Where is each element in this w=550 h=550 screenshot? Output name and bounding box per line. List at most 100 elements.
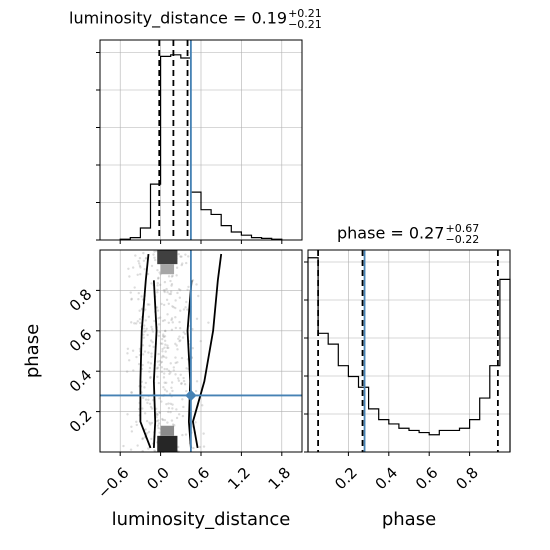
- scatter-point: [127, 267, 130, 270]
- scatter-point: [156, 268, 159, 272]
- scatter-point: [161, 417, 164, 421]
- scatter-point: [141, 344, 145, 347]
- scatter-point: [182, 308, 186, 311]
- scatter-point: [185, 389, 188, 393]
- scatter-point: [178, 320, 181, 324]
- scatter-point: [194, 421, 197, 424]
- scatter-point: [167, 369, 171, 373]
- scatter-point: [161, 350, 164, 353]
- scatter-point: [147, 398, 150, 402]
- scatter-point: [157, 352, 160, 356]
- scatter-point: [170, 419, 174, 422]
- scatter-point: [150, 282, 153, 285]
- scatter-point: [166, 291, 169, 294]
- density-block: [157, 250, 178, 265]
- scatter-point: [122, 444, 125, 448]
- scatter-point: [182, 331, 185, 334]
- scatter-point: [165, 381, 168, 385]
- scatter-point: [178, 339, 181, 343]
- scatter-point: [170, 275, 174, 278]
- scatter-point: [157, 381, 161, 385]
- scatter-point: [138, 321, 142, 325]
- scatter-point: [170, 386, 173, 389]
- scatter-point: [132, 369, 135, 372]
- scatter-point: [185, 367, 188, 370]
- scatter-point: [141, 437, 145, 440]
- scatter-point: [148, 344, 151, 347]
- scatter-point: [126, 347, 130, 350]
- scatter-point: [144, 308, 147, 311]
- scatter-point: [133, 322, 136, 325]
- scatter-point: [170, 381, 174, 384]
- scatter-points: [122, 249, 210, 454]
- scatter-point: [158, 411, 162, 415]
- scatter-point: [139, 273, 142, 276]
- scatter-point: [128, 275, 131, 278]
- scatter-point: [166, 421, 169, 424]
- scatter-point: [145, 256, 148, 260]
- scatter-point: [153, 250, 156, 253]
- scatter-point: [168, 292, 171, 296]
- scatter-point: [147, 447, 150, 450]
- scatter-point: [146, 401, 149, 405]
- scatter-point: [136, 444, 139, 447]
- scatter-point: [166, 313, 169, 316]
- scatter-point: [167, 402, 170, 405]
- scatter-point: [155, 306, 159, 309]
- scatter-point: [169, 292, 173, 296]
- scatter-point: [195, 283, 198, 286]
- panel-phase-hist: [304, 249, 511, 456]
- scatter-point: [185, 261, 188, 265]
- scatter-point: [183, 332, 187, 336]
- scatter-point: [171, 305, 174, 308]
- scatter-point: [169, 290, 173, 293]
- scatter-point: [162, 355, 166, 358]
- scatter-point: [180, 382, 183, 386]
- scatter-point: [162, 289, 166, 292]
- scatter-point: [159, 342, 163, 345]
- panel-dist-hist: [96, 39, 303, 244]
- scatter-point: [182, 405, 185, 409]
- scatter-point: [163, 289, 166, 292]
- scatter-point: [180, 263, 183, 267]
- scatter-point: [199, 339, 202, 343]
- scatter-point: [144, 428, 147, 431]
- scatter-point: [177, 288, 181, 291]
- scatter-point: [148, 366, 152, 370]
- scatter-point: [150, 355, 153, 358]
- scatter-point: [169, 362, 172, 365]
- scatter-point: [143, 350, 147, 353]
- scatter-point: [149, 375, 152, 379]
- scatter-point: [142, 259, 146, 262]
- scatter-point: [151, 341, 154, 344]
- scatter-point: [165, 298, 169, 302]
- y-tick-label-phase: 0.4: [66, 366, 96, 396]
- scatter-point: [192, 446, 195, 450]
- scatter-point: [169, 402, 172, 405]
- scatter-point: [167, 407, 171, 410]
- scatter-point: [156, 281, 159, 285]
- scatter-point: [138, 256, 142, 260]
- scatter-point: [144, 381, 148, 385]
- scatter-point: [150, 352, 153, 355]
- scatter-point: [195, 317, 199, 320]
- scatter-point: [178, 326, 182, 330]
- scatter-point: [163, 381, 166, 384]
- scatter-point: [162, 303, 166, 307]
- scatter-point: [130, 391, 133, 394]
- scatter-point: [165, 402, 168, 406]
- hist-dist-steps: [119, 54, 283, 240]
- scatter-point: [167, 302, 170, 305]
- scatter-point: [161, 354, 165, 358]
- scatter-point: [152, 253, 155, 256]
- scatter-point: [157, 426, 160, 430]
- scatter-point: [148, 370, 151, 373]
- scatter-point: [157, 419, 160, 422]
- scatter-point: [178, 335, 181, 338]
- scatter-point: [130, 425, 133, 428]
- scatter-point: [126, 413, 129, 416]
- scatter-point: [135, 355, 138, 359]
- scatter-point: [171, 423, 175, 426]
- scatter-point: [138, 309, 141, 312]
- scatter-point: [145, 419, 149, 423]
